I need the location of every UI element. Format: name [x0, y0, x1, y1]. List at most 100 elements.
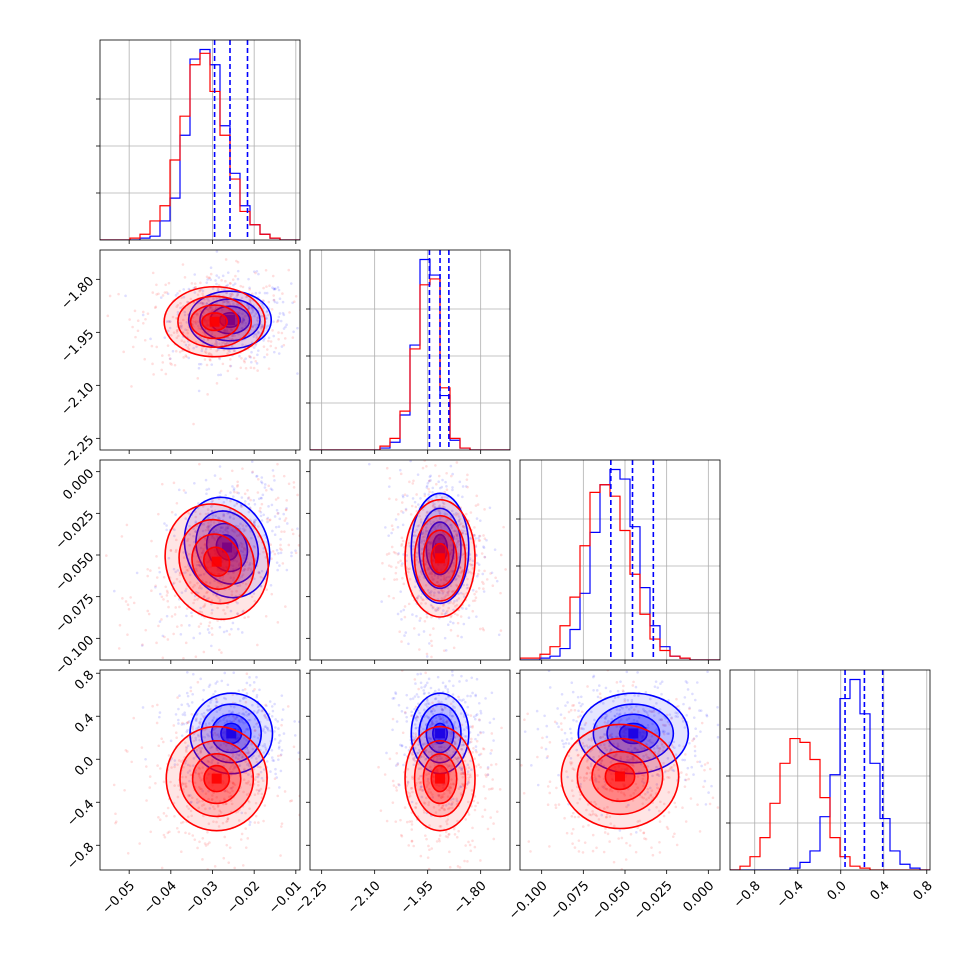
panel-1-0-red-contour-3 [201, 312, 228, 332]
hist-panel-1 [306, 249, 511, 454]
ylabel-p2-4: 0.000 [60, 466, 97, 503]
panel-2-1-red-contour-3 [430, 542, 450, 574]
xlabel-p1-2: −1.95 [398, 878, 437, 917]
panel-3-0-blue-contour-2 [210, 713, 252, 754]
xlabel-p1-1: −2.10 [345, 878, 384, 917]
panel-3-0-blue-contour-1 [200, 703, 263, 764]
hist-2-frame [519, 459, 721, 661]
panel-3-1-blue-contour-3 [432, 722, 449, 745]
panel-3-2-blue-contour-3 [618, 722, 648, 745]
hist-0-blue-series [100, 48, 300, 240]
hist-1-red-series [310, 278, 510, 450]
xlabel-p3-0: −0.8 [731, 878, 764, 911]
panel-3-0-frame [99, 669, 301, 871]
xlabel-p2-0: −0.100 [506, 878, 551, 923]
xlabel-p0-2: −0.03 [183, 878, 222, 917]
panel-3-0-blue-peak [226, 728, 237, 739]
panel-3-1-red-peak [435, 773, 446, 784]
ylabel-p1-0: −2.25 [59, 433, 98, 472]
panel-3-2-red-contour-0 [560, 723, 680, 830]
panel-1-0-red-contour-1 [177, 295, 253, 348]
xlabel-p2-3: −0.025 [631, 878, 676, 923]
xlabel-p0-0: −0.05 [99, 878, 138, 917]
panel-3-0 [96, 669, 301, 874]
ylabel-p1-3: −1.80 [59, 274, 98, 313]
panel-3-0-red-contour-3 [203, 764, 231, 793]
panel-3-0-red-peak [211, 773, 222, 784]
panel-3-1-red-contour-2 [422, 752, 458, 805]
panel-1-0-red-peak [209, 316, 220, 327]
panel-3-1 [306, 669, 511, 874]
panel-2-1-red-contour-1 [413, 514, 467, 602]
panel-2-0-red-contour-2 [191, 533, 243, 590]
hist-3-red-series [730, 737, 930, 870]
ylabel-p1-1: −2.10 [59, 380, 98, 419]
panel-3-2 [516, 669, 721, 874]
panel-2-1-red-contour-0 [404, 498, 476, 618]
ylabel-p1-2: −1.95 [59, 327, 98, 366]
xlabel-p0-3: −0.02 [224, 878, 263, 917]
panel-2-0 [96, 459, 301, 664]
hist-2-red-series [520, 484, 720, 660]
xlabel-p3-1: −0.4 [774, 878, 807, 911]
ylabel-p3-2: 0.0 [72, 754, 97, 779]
hist-3-blue-series [730, 678, 930, 870]
panel-3-0-red-contour-1 [179, 739, 255, 818]
hist-0-frame [99, 39, 301, 241]
panel-2-1-red-contour-2 [422, 529, 458, 588]
panel-3-2-red-contour-3 [604, 762, 636, 791]
panel-3-0-red-contour-2 [191, 752, 242, 805]
panel-2-1 [306, 459, 511, 664]
panel-1-0-red-contour-2 [189, 304, 240, 340]
ylabel-p2-0: −0.100 [53, 633, 98, 678]
panel-3-2-blue-contour-1 [592, 703, 675, 764]
xlabel-p3-4: 0.8 [911, 878, 936, 903]
hist-3-frame [729, 669, 931, 871]
xlabel-p0-1: −0.04 [141, 878, 180, 917]
hist-panel-2 [516, 459, 721, 664]
ylabel-p3-0: −0.8 [64, 840, 97, 873]
panel-1-0 [96, 249, 301, 454]
panel-2-0-blue-contour-0 [183, 496, 271, 599]
xlabel-p2-4: 0.000 [680, 878, 717, 915]
panel-2-1-blue-contour-2 [425, 521, 455, 576]
hist-1-frame [309, 249, 511, 451]
panel-3-2-red-contour-2 [591, 750, 649, 803]
ylabel-p3-3: 0.4 [72, 711, 97, 736]
panel-2-0-blue-peak [222, 542, 233, 553]
panel-1-0-blue-peak [225, 314, 235, 325]
ylabel-p2-2: −0.050 [53, 550, 98, 595]
panel-3-1-blue-contour-2 [425, 713, 455, 754]
panel-2-1-red-peak [435, 553, 446, 564]
ylabel-p3-4: 0.8 [72, 668, 97, 693]
panel-3-2-blue-peak [628, 728, 639, 739]
panel-2-0-red-peak [211, 556, 222, 567]
panel-2-0-red-contour-0 [164, 503, 270, 621]
panel-1-0-blue-contour-0 [187, 290, 273, 350]
panel-1-0-red-contour-0 [163, 285, 266, 358]
panel-2-0-frame [99, 459, 301, 661]
panel-3-2-blue-contour-2 [606, 713, 661, 754]
panel-2-1-blue-contour-1 [418, 507, 462, 590]
panel-3-2-red-contour-1 [576, 737, 664, 816]
hist-0-red-series [100, 52, 300, 240]
ylabel-p2-1: −0.075 [53, 591, 98, 636]
ylabel-p3-1: −0.4 [64, 797, 97, 830]
panel-2-0-red-contour-1 [178, 518, 255, 605]
panel-3-1-blue-contour-1 [418, 703, 462, 764]
hist-panel-3 [726, 669, 931, 874]
panel-3-1-frame [309, 669, 511, 871]
hist-panel-0 [96, 39, 301, 244]
ylabel-p2-3: −0.025 [53, 508, 98, 553]
xlabel-p1-3: −1.80 [451, 878, 490, 917]
panel-2-0-red-contour-3 [202, 546, 231, 577]
panel-2-1-blue-contour-0 [410, 492, 470, 605]
xlabel-p3-2: 0.0 [825, 878, 850, 903]
panel-1-0-frame [99, 249, 301, 451]
panel-2-1-frame [309, 459, 511, 661]
xlabel-p3-3: 0.4 [868, 878, 893, 903]
xlabel-p2-1: −0.075 [548, 878, 593, 923]
panel-3-1-red-contour-3 [430, 764, 450, 793]
panel-3-0-red-contour-0 [165, 725, 268, 832]
